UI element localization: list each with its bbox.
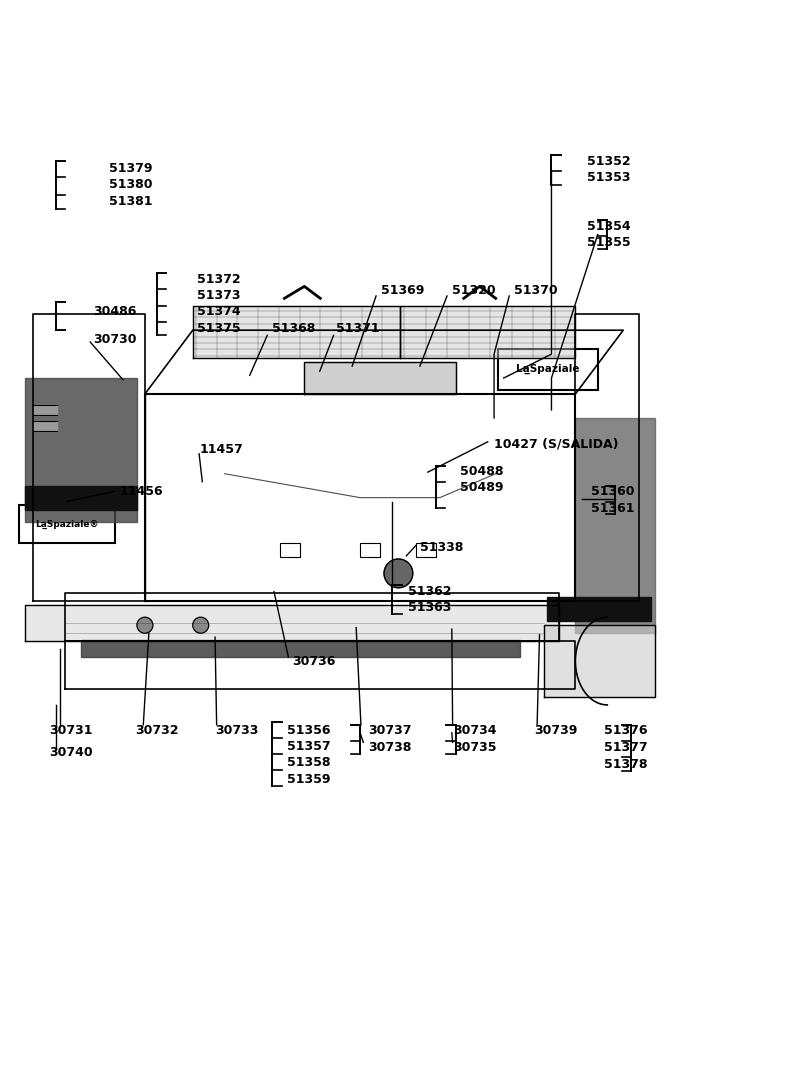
Text: La̲Spaziale: La̲Spaziale — [516, 364, 580, 374]
Text: 51372: 51372 — [197, 273, 240, 286]
Text: 50489: 50489 — [460, 481, 503, 493]
Text: 51356: 51356 — [286, 723, 330, 737]
Circle shape — [384, 559, 413, 588]
Text: 30733: 30733 — [215, 723, 258, 737]
Polygon shape — [26, 378, 137, 521]
Text: 51381: 51381 — [109, 196, 153, 209]
Text: 51363: 51363 — [408, 601, 451, 614]
Text: 51338: 51338 — [420, 541, 463, 554]
Text: 51376: 51376 — [604, 723, 647, 737]
Polygon shape — [193, 306, 400, 358]
Text: 51352: 51352 — [587, 155, 631, 168]
Text: 51357: 51357 — [286, 740, 330, 752]
FancyBboxPatch shape — [19, 505, 114, 543]
Text: 30740: 30740 — [50, 746, 93, 759]
Text: 51360: 51360 — [591, 485, 635, 498]
Text: 51369: 51369 — [381, 284, 424, 297]
Text: 30739: 30739 — [534, 723, 578, 737]
Text: 51320: 51320 — [452, 284, 495, 297]
Text: 51377: 51377 — [604, 741, 648, 754]
Text: 30737: 30737 — [368, 723, 412, 737]
Text: 51373: 51373 — [197, 289, 240, 302]
Text: 30738: 30738 — [368, 741, 411, 754]
Text: 51378: 51378 — [604, 758, 647, 771]
Text: 50488: 50488 — [460, 464, 503, 477]
Text: 51358: 51358 — [286, 756, 330, 769]
Circle shape — [137, 617, 153, 633]
Polygon shape — [26, 486, 137, 510]
Text: 10427 (S/SALIDA): 10427 (S/SALIDA) — [494, 438, 618, 450]
Polygon shape — [547, 598, 651, 621]
Text: 51353: 51353 — [587, 171, 631, 185]
Text: 11457: 11457 — [199, 443, 243, 456]
Circle shape — [193, 617, 209, 633]
Polygon shape — [26, 605, 559, 641]
Text: 51379: 51379 — [109, 162, 153, 175]
Text: 30732: 30732 — [135, 723, 179, 737]
Text: 11456: 11456 — [119, 485, 163, 498]
Bar — [360, 543, 380, 558]
Text: 51370: 51370 — [514, 284, 558, 297]
Text: 51371: 51371 — [336, 322, 380, 335]
Polygon shape — [81, 640, 519, 657]
Polygon shape — [304, 362, 456, 395]
FancyBboxPatch shape — [498, 348, 598, 390]
Bar — [416, 543, 436, 558]
Bar — [34, 421, 57, 431]
Text: 30734: 30734 — [454, 723, 497, 737]
Polygon shape — [400, 306, 575, 358]
Bar — [34, 405, 57, 415]
Text: 51354: 51354 — [587, 220, 631, 233]
Text: 30730: 30730 — [93, 333, 137, 346]
Bar — [281, 543, 300, 558]
Text: 51374: 51374 — [197, 305, 240, 318]
Text: 51355: 51355 — [587, 236, 631, 249]
Text: 30736: 30736 — [292, 655, 336, 668]
Text: 51359: 51359 — [286, 773, 330, 786]
Text: 51375: 51375 — [197, 322, 240, 335]
Text: La̲Spaziale®: La̲Spaziale® — [35, 519, 98, 529]
Text: 51361: 51361 — [591, 502, 635, 515]
Text: 30486: 30486 — [93, 305, 137, 318]
Text: 51362: 51362 — [408, 585, 451, 598]
Polygon shape — [543, 626, 655, 697]
Polygon shape — [575, 418, 655, 633]
Text: 51380: 51380 — [109, 177, 153, 191]
Text: 30731: 30731 — [50, 723, 93, 737]
Text: 51368: 51368 — [273, 322, 316, 335]
Text: 30735: 30735 — [454, 741, 497, 754]
